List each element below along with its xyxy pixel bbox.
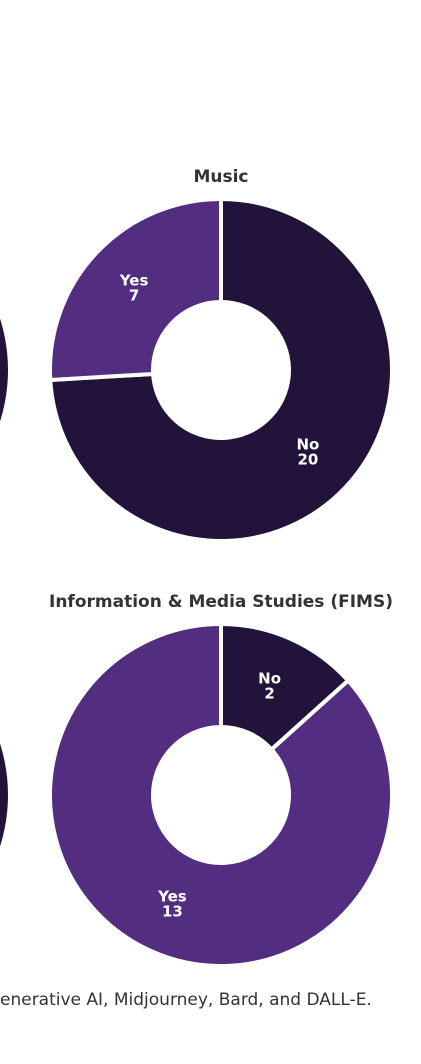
chart-title: Information & Media Studies (FIMS): [49, 592, 393, 612]
segment-label: No: [296, 436, 319, 454]
segment-value: 7: [129, 286, 139, 304]
segment-value: 2: [264, 684, 274, 702]
partial-chart: [0, 318, 8, 422]
footer-text: enerative AI, Midjourney, Bard, and DALL…: [0, 990, 372, 1010]
segment-value: 20: [297, 451, 318, 469]
donut-segment: [219, 622, 351, 752]
segment-value: 13: [162, 903, 183, 921]
segment-label: Yes: [119, 271, 149, 289]
segment-label: No: [258, 669, 281, 687]
partial-chart: [0, 743, 8, 847]
chart-title: Music: [193, 167, 248, 187]
donut-segment: [48, 622, 394, 968]
donut-segment: [48, 197, 223, 382]
donut-segment: [48, 197, 394, 543]
segment-label: Yes: [157, 888, 187, 906]
